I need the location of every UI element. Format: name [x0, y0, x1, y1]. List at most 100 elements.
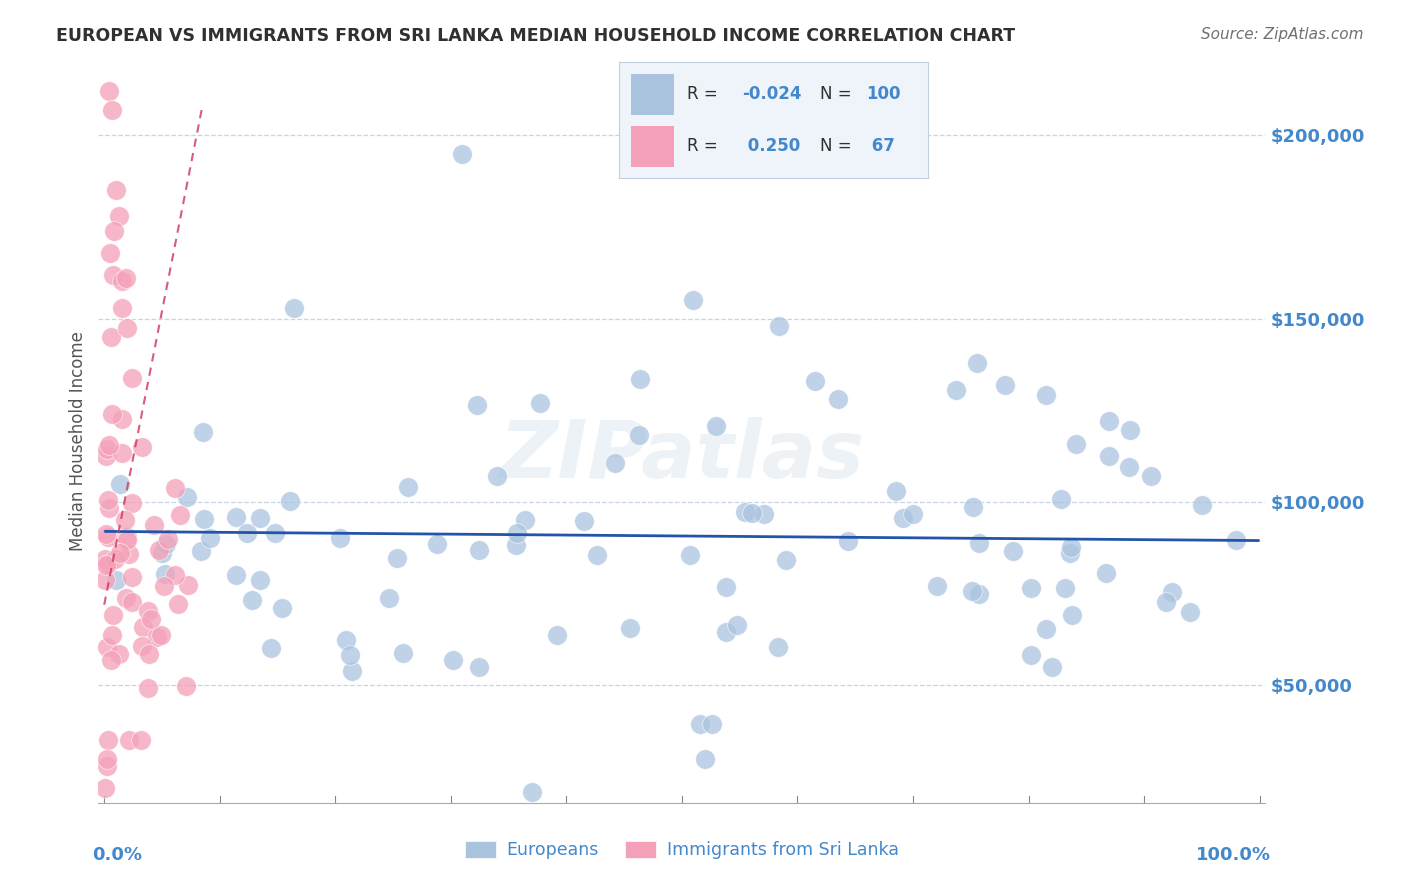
- FancyBboxPatch shape: [631, 74, 675, 114]
- Point: [200, 531, 222, 545]
- Point: [1095, 566, 1118, 580]
- Point: [426, 537, 449, 551]
- Point: [340, 664, 363, 678]
- Point: [176, 490, 198, 504]
- Point: [603, 457, 626, 471]
- Point: [1178, 605, 1201, 619]
- Point: [193, 512, 215, 526]
- Point: [329, 531, 352, 545]
- Point: [901, 507, 924, 521]
- Point: [714, 625, 737, 640]
- Point: [396, 480, 419, 494]
- Point: [97, 501, 120, 516]
- Point: [693, 752, 716, 766]
- Point: [96, 442, 118, 456]
- Point: [165, 481, 187, 495]
- Point: [136, 681, 159, 695]
- Point: [1019, 648, 1042, 662]
- Point: [94, 450, 117, 464]
- Point: [96, 752, 118, 766]
- Text: 0.250: 0.250: [742, 137, 800, 155]
- Point: [1161, 584, 1184, 599]
- Text: 100.0%: 100.0%: [1197, 847, 1271, 864]
- Point: [1119, 423, 1142, 437]
- Text: Source: ZipAtlas.com: Source: ZipAtlas.com: [1201, 27, 1364, 42]
- Point: [689, 716, 711, 731]
- Point: [136, 604, 159, 618]
- Point: [104, 573, 127, 587]
- Point: [706, 419, 728, 434]
- Point: [193, 425, 215, 440]
- Point: [967, 536, 990, 550]
- Point: [155, 537, 177, 551]
- Point: [1049, 491, 1071, 506]
- Point: [97, 84, 120, 98]
- Point: [967, 587, 990, 601]
- Point: [146, 631, 169, 645]
- Point: [117, 533, 139, 548]
- Point: [546, 628, 568, 642]
- Point: [387, 551, 409, 566]
- Point: [101, 407, 124, 421]
- Point: [768, 318, 790, 333]
- Point: [734, 505, 756, 519]
- Point: [1002, 543, 1025, 558]
- Point: [572, 514, 595, 528]
- Point: [132, 620, 155, 634]
- Point: [129, 733, 152, 747]
- Point: [768, 640, 790, 654]
- Point: [96, 558, 118, 572]
- Point: [264, 526, 287, 541]
- Point: [111, 446, 134, 460]
- Point: [96, 640, 118, 654]
- Point: [150, 546, 173, 560]
- Point: [339, 648, 361, 662]
- Point: [121, 496, 143, 510]
- Point: [177, 578, 200, 592]
- Point: [108, 648, 131, 662]
- Point: [131, 440, 153, 454]
- Point: [1191, 498, 1213, 512]
- Text: R =: R =: [686, 137, 717, 155]
- Point: [139, 612, 162, 626]
- Point: [1225, 533, 1247, 547]
- Point: [163, 568, 186, 582]
- FancyBboxPatch shape: [631, 126, 675, 167]
- Point: [190, 544, 212, 558]
- Point: [153, 579, 176, 593]
- Point: [945, 384, 967, 398]
- Point: [465, 398, 488, 412]
- Text: EUROPEAN VS IMMIGRANTS FROM SRI LANKA MEDIAN HOUSEHOLD INCOME CORRELATION CHART: EUROPEAN VS IMMIGRANTS FROM SRI LANKA ME…: [56, 27, 1015, 45]
- Point: [97, 733, 120, 747]
- Point: [891, 511, 914, 525]
- Point: [97, 530, 120, 544]
- Point: [1059, 540, 1081, 554]
- Point: [1035, 388, 1057, 402]
- Point: [225, 510, 247, 524]
- Point: [104, 552, 127, 566]
- Point: [725, 617, 748, 632]
- Point: [278, 493, 301, 508]
- Point: [169, 508, 191, 523]
- Point: [96, 759, 118, 773]
- Point: [111, 412, 134, 426]
- Point: [506, 525, 529, 540]
- Point: [1066, 437, 1088, 451]
- Point: [131, 639, 153, 653]
- Point: [108, 209, 131, 223]
- Point: [260, 640, 283, 655]
- Point: [115, 270, 138, 285]
- Point: [225, 568, 247, 582]
- Point: [679, 548, 702, 562]
- Point: [114, 512, 136, 526]
- Point: [391, 646, 413, 660]
- Point: [804, 374, 827, 388]
- Point: [249, 511, 271, 525]
- Point: [117, 547, 139, 561]
- Point: [100, 652, 122, 666]
- Point: [443, 652, 465, 666]
- Point: [115, 321, 138, 335]
- Point: [741, 506, 763, 520]
- Point: [176, 680, 198, 694]
- Point: [927, 579, 949, 593]
